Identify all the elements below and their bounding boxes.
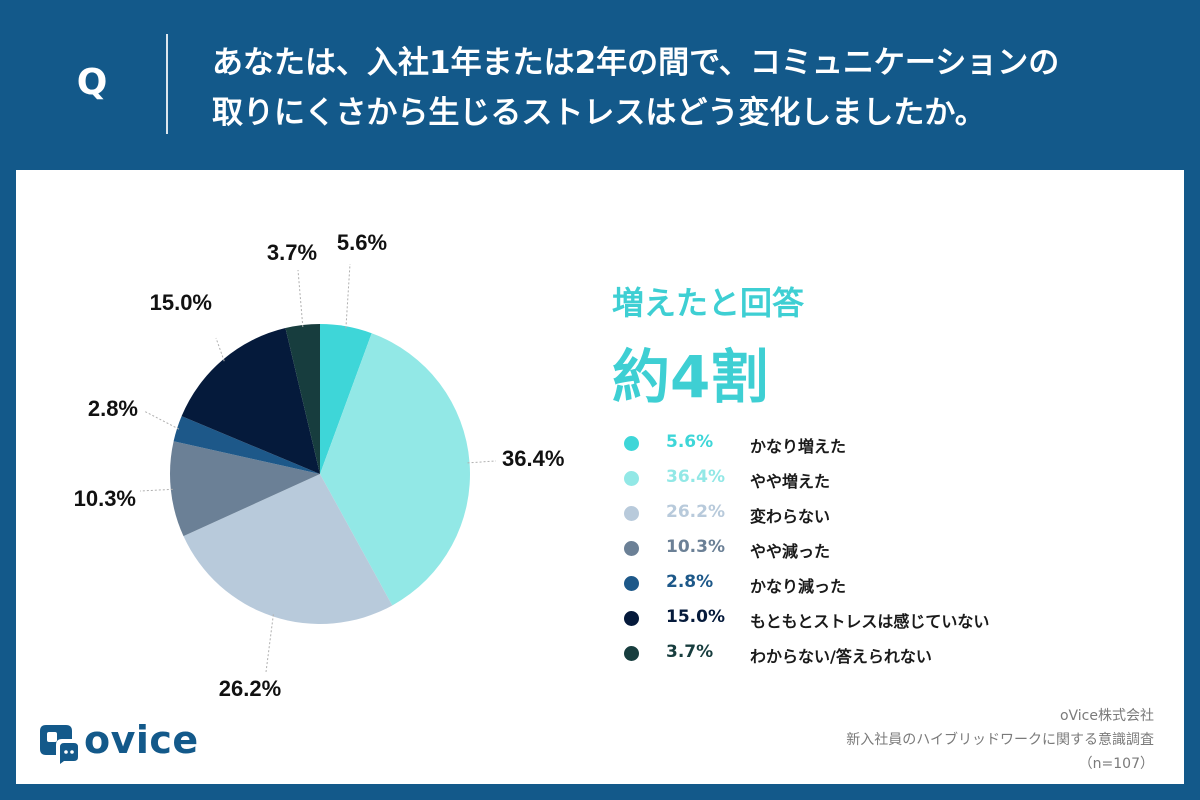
headline-main: 約4割: [612, 343, 769, 411]
legend-percent: 3.7%: [666, 642, 714, 662]
slice-label-1: 5.6%: [337, 230, 387, 255]
legend-item-6: 15.0% もともとストレスは感じていない: [622, 601, 1062, 636]
slice-label-6: 15.0%: [150, 290, 212, 315]
slice-label-7: 3.7%: [267, 240, 317, 265]
logo-text: ovice: [84, 718, 199, 762]
ovice-logo-icon: [40, 725, 78, 764]
pie-slice-6: [181, 328, 320, 474]
chart-panel: 5.6% 36.4% 26.2% 10.3% 2.8% 15.0% 3.7% 増えたと回答 …: [16, 170, 1184, 784]
legend-item-5: 2.8% かなり減った: [622, 566, 1062, 601]
legend-dot-icon: [624, 506, 639, 521]
leader-line-5: [143, 410, 180, 430]
pie-slice-2: [320, 333, 471, 606]
source-sample: （n=107）: [1078, 756, 1154, 772]
slice-label-5: 2.8%: [88, 396, 138, 421]
legend-label: やや増えた: [750, 472, 831, 491]
legend-item-2: 36.4% やや増えた: [622, 461, 1062, 496]
leader-line-6: [215, 337, 225, 362]
pie-slice-5: [173, 416, 320, 474]
slice-label-2: 36.4%: [502, 446, 564, 471]
legend-percent: 15.0%: [666, 607, 725, 627]
leader-line-3: [265, 614, 274, 673]
legend-percent: 10.3%: [666, 537, 725, 557]
chart-legend: 5.6% かなり増えた 36.4% やや増えた 26.2% 変わらない 10.3% やや減った…: [622, 426, 1062, 671]
legend-dot-icon: [624, 611, 639, 626]
legend-dot-icon: [624, 436, 639, 451]
source-survey: 新入社員のハイブリッドワークに関する意識調査: [846, 732, 1154, 748]
leader-line-1: [345, 263, 351, 329]
question-header: Q あなたは、入社1年または2年の間で、コミュニケーションの 取りにくさから生じ…: [0, 0, 1200, 170]
header-divider: [166, 34, 168, 134]
question-mark: Q: [76, 62, 108, 103]
legend-label: かなり減った: [750, 577, 847, 596]
pie-slice-1: [320, 324, 372, 474]
pie-slice-7: [285, 324, 320, 474]
ovice-logo: ovice: [36, 718, 216, 768]
source-note: oVice株式会社 新入社員のハイブリッドワークに関する意識調査 （n=107）: [734, 704, 1154, 776]
question-text: あなたは、入社1年または2年の間で、コミュニケーションの 取りにくさから生じるス…: [212, 38, 1182, 138]
question-line-2: 取りにくさから生じるストレスはどう変化しましたか。: [212, 95, 986, 131]
legend-percent: 36.4%: [666, 467, 725, 487]
legend-label: わからない/答えられない: [750, 647, 932, 666]
legend-percent: 26.2%: [666, 502, 725, 522]
legend-label: 変わらない: [750, 507, 831, 526]
legend-item-3: 26.2% 変わらない: [622, 496, 1062, 531]
legend-dot-icon: [624, 576, 639, 591]
leader-line-4: [139, 488, 173, 492]
leader-line-7: [297, 269, 304, 328]
legend-label: かなり増えた: [750, 437, 847, 456]
slice-label-4: 10.3%: [74, 486, 136, 511]
leader-line-2: [467, 460, 497, 464]
legend-item-1: 5.6% かなり増えた: [622, 426, 1062, 461]
pie-slice-4: [169, 441, 320, 537]
legend-label: もともとストレスは感じていない: [750, 612, 990, 631]
legend-percent: 5.6%: [666, 432, 714, 452]
pie-chart: 5.6% 36.4% 26.2% 10.3% 2.8% 15.0% 3.7%: [74, 230, 565, 701]
legend-item-4: 10.3% やや減った: [622, 531, 1062, 566]
slice-label-3: 26.2%: [219, 676, 281, 701]
headline-sub: 増えたと回答: [612, 284, 805, 322]
legend-item-7: 3.7% わからない/答えられない: [622, 636, 1062, 671]
legend-label: やや減った: [750, 542, 831, 561]
legend-dot-icon: [624, 471, 639, 486]
source-company: oVice株式会社: [1059, 708, 1154, 724]
legend-percent: 2.8%: [666, 572, 714, 592]
legend-dot-icon: [624, 541, 639, 556]
question-line-1: あなたは、入社1年または2年の間で、コミュニケーションの: [212, 45, 1060, 81]
pie-slice-3: [183, 474, 393, 624]
legend-dot-icon: [624, 646, 639, 661]
